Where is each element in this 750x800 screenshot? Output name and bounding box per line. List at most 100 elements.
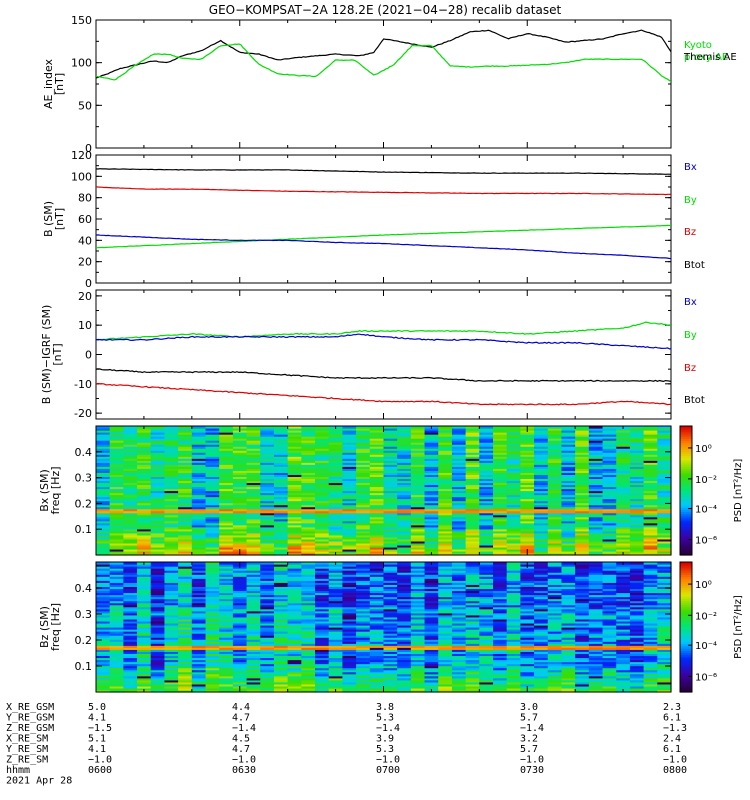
colorbar-segment [680,527,692,530]
spectrogram-cell [191,488,207,492]
spectrogram-cell [506,624,522,628]
spectrogram-cell [232,598,248,602]
spectrogram-cell [506,510,522,514]
spectrogram-cell [342,542,357,546]
spectrogram-cell [424,430,439,433]
spectrogram-cell [369,470,385,473]
spectrogram-cell [561,526,576,530]
spectrogram-cell [287,604,302,608]
spectrogram-cell [205,508,220,512]
spectrogram-cell [506,452,522,455]
spectrogram-cell [451,606,467,610]
spectrogram-cell [465,548,480,552]
spectrogram-cell [232,490,248,494]
spectrogram-cell [465,430,480,433]
spectrogram-cell [479,510,494,514]
spectrogram-cell [356,669,371,673]
spectrogram-cell [438,683,453,687]
spectrogram-cell [328,649,344,652]
spectrogram-cell [301,647,316,650]
spectrogram-cell [260,641,275,644]
spectrogram-cell [342,665,357,669]
spectrogram-cell [506,614,522,618]
spectrogram-cell [205,494,220,498]
spectrogram-cell [616,514,631,518]
spectrogram-cell [506,683,522,687]
spectrogram-cell [506,448,522,451]
spectrogram-cell [315,428,330,431]
spectrogram-cell [109,484,124,488]
spectrogram-cell [246,582,261,585]
spectrogram-cell [424,486,439,490]
spectrogram-cell [164,438,179,441]
spectrogram-cell [643,436,658,439]
spectrogram-cell [547,478,563,482]
spectrogram-cell [506,655,522,659]
spectrogram-cell [493,474,508,477]
spectrogram-cell [479,580,494,583]
spectrogram-cell [410,616,426,620]
spectrogram-cell [479,542,494,546]
spectrogram-cell [164,432,179,435]
spectrogram-cell [410,512,426,516]
spectrogram-cell [424,651,439,655]
spectrogram-cell [260,514,275,518]
spectrogram-cell [451,536,467,540]
spectrogram-cell [96,490,111,494]
spectrogram-cell [410,452,426,455]
spectrogram-cell [657,512,672,516]
spectrogram-cells [96,562,672,693]
spectrogram-cell [123,538,138,542]
spectrogram-cell [397,552,412,556]
spectrogram-cell [588,448,604,451]
spectrogram-cell [575,494,590,498]
spectrogram-cell [479,604,494,608]
spectrogram-cell [534,478,549,482]
spectrogram-cell [479,643,494,646]
spectrogram-cell [465,576,480,579]
spectrogram-cell [588,470,604,473]
spectrogram-cell [301,649,316,652]
spectrogram-cell [109,590,124,594]
spectrogram-cell [164,528,179,532]
spectrogram-cell [465,434,480,437]
spectrogram-cell [123,624,138,628]
spectrogram-cell [356,683,371,687]
spectrogram-cell [96,574,111,577]
spectrogram-cell [287,514,302,518]
legend-entry: proxy AE [684,52,728,63]
spectrogram-cell [164,494,179,498]
spectrogram-cell [342,578,357,581]
spectrogram-cell [287,526,302,530]
spectrogram-cell [438,498,453,502]
spectrogram-cell [164,627,179,630]
spectrogram-cell [315,540,330,544]
spectrogram-cell [451,494,467,498]
spectrogram-cell [438,426,453,429]
spectrogram-cell [493,655,508,659]
spectrogram-cell [369,612,385,616]
spectrogram-cell [301,536,316,540]
spectrogram-cell [123,526,138,530]
spectrogram-cell [109,498,124,502]
spectrogram-cell [465,438,480,441]
spectrogram-cell [273,524,289,528]
spectrogram-cell [465,655,480,659]
spectrogram-cell [205,484,220,488]
spectrogram-cell [123,681,138,685]
spectrogram-cell [150,474,166,477]
spectrogram-cell [150,584,166,587]
spectrogram-cell [178,566,193,569]
spectrogram-cell [260,438,275,441]
spectrogram-cell [137,458,152,461]
spectrogram-cell [232,669,248,673]
spectrogram-cell [109,610,124,614]
spectrogram-cell [397,641,412,644]
spectrogram-cell [493,667,508,671]
spectrogram-cell [137,637,152,640]
spectrogram-cell [328,610,344,614]
spectrogram-cell [164,516,179,520]
spectrogram-cell [260,620,275,624]
spectrogram-cell [205,464,220,467]
